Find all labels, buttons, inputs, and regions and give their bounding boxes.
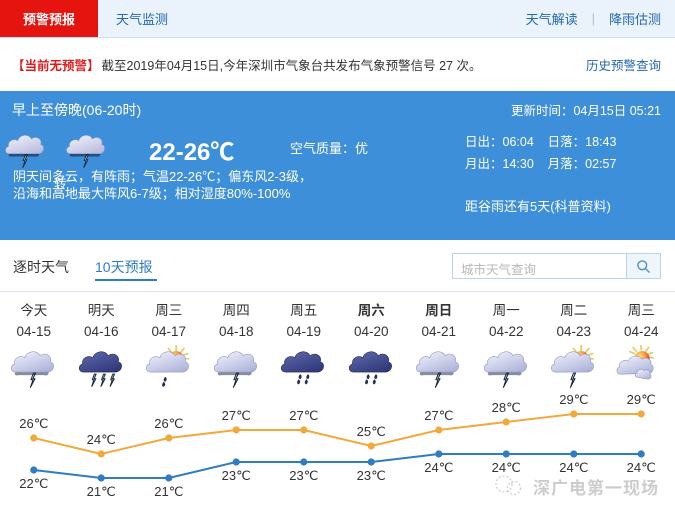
svg-text:26℃: 26℃ [154,416,183,431]
svg-text:29℃: 29℃ [559,392,588,407]
svg-text:23℃: 23℃ [222,468,251,483]
svg-text:27℃: 27℃ [289,408,318,423]
svg-text:25℃: 25℃ [357,424,386,439]
svg-text:24℃: 24℃ [424,460,453,475]
svg-text:27℃: 27℃ [424,408,453,423]
svg-text:26℃: 26℃ [19,416,48,431]
svg-text:27℃: 27℃ [222,408,251,423]
svg-text:23℃: 23℃ [357,468,386,483]
svg-text:21℃: 21℃ [87,484,116,499]
svg-text:23℃: 23℃ [289,468,318,483]
svg-text:24℃: 24℃ [87,432,116,447]
svg-text:21℃: 21℃ [154,484,183,499]
svg-text:28℃: 28℃ [492,400,521,415]
svg-text:29℃: 29℃ [627,392,656,407]
svg-text:22℃: 22℃ [19,476,48,491]
